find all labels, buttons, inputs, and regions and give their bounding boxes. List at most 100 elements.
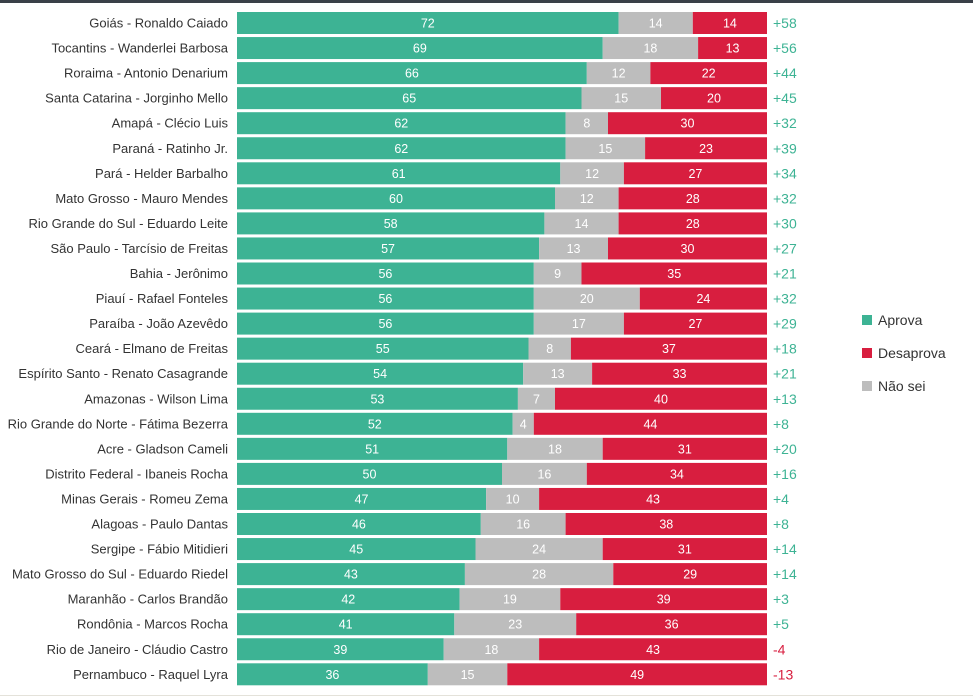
data-label-desaprova: 28 xyxy=(686,192,700,206)
bar-segment-desaprova xyxy=(576,613,767,636)
category-label: Rio Grande do Sul - Eduardo Leite xyxy=(29,216,228,231)
bar-segment-desaprova xyxy=(650,62,767,85)
data-label-aprova: 52 xyxy=(368,417,382,431)
category-label: Santa Catarina - Jorginho Mello xyxy=(45,91,228,106)
bar-segment-desaprova xyxy=(592,362,767,385)
bar-segment-nao-sei xyxy=(486,487,540,510)
bar-segment-desaprova xyxy=(692,12,767,34)
category-label: Rio Grande do Norte - Fátima Bezerra xyxy=(8,416,229,431)
bar-segment-nao-sei xyxy=(565,112,608,135)
data-label-aprova: 53 xyxy=(370,392,384,406)
bar-segment-nao-sei xyxy=(480,513,566,535)
data-label-nao-sei: 16 xyxy=(516,518,530,532)
data-label-desaprova: 31 xyxy=(678,442,692,456)
bar-row-roraima-antonio-denarium: Roraima - Antonio Denarium 66 12 22 +44 xyxy=(64,62,797,85)
data-label-aprova: 65 xyxy=(402,92,416,106)
data-label-nao-sei: 8 xyxy=(583,117,590,131)
net-approval-label: +21 xyxy=(773,266,797,282)
data-label-aprova: 56 xyxy=(378,317,392,331)
bar-segment-desaprova xyxy=(581,262,767,285)
data-label-aprova: 47 xyxy=(355,492,369,506)
net-approval-label: +20 xyxy=(773,441,797,457)
data-label-nao-sei: 13 xyxy=(567,242,581,256)
legend-item-aprova: Aprova xyxy=(862,303,946,336)
net-approval-label: +56 xyxy=(773,40,797,56)
bar-segment-nao-sei xyxy=(565,137,646,160)
bar-row-amazonas-wilson-lima: Amazonas - Wilson Lima 53 7 40 +13 xyxy=(84,387,797,410)
bar-segment-aprova xyxy=(237,137,566,160)
data-label-desaprova: 14 xyxy=(723,17,737,31)
data-label-nao-sei: 4 xyxy=(520,417,527,431)
data-label-aprova: 42 xyxy=(341,593,355,607)
data-label-nao-sei: 28 xyxy=(532,568,546,582)
net-approval-label: -13 xyxy=(773,666,793,682)
net-approval-label: +44 xyxy=(773,65,797,81)
data-label-nao-sei: 19 xyxy=(503,593,517,607)
category-label: Pernambuco - Raquel Lyra xyxy=(73,667,229,682)
bar-segment-desaprova xyxy=(565,513,767,535)
bar-segment-aprova xyxy=(237,588,460,611)
bar-segment-desaprova xyxy=(608,237,767,260)
bar-segment-desaprova xyxy=(618,187,767,210)
data-label-nao-sei: 24 xyxy=(532,543,546,557)
data-label-aprova: 58 xyxy=(384,217,398,231)
bar-segment-desaprova xyxy=(645,137,767,160)
bar-segment-aprova xyxy=(237,437,508,460)
legend-swatch-nao-sei xyxy=(862,380,872,391)
bar-segment-nao-sei xyxy=(586,62,651,85)
bar-segment-aprova xyxy=(237,62,587,85)
data-label-nao-sei: 9 xyxy=(554,267,561,281)
bar-segment-aprova xyxy=(237,162,561,185)
category-label: Tocantins - Wanderlei Barbosa xyxy=(51,41,228,56)
bar-row-alagoas-paulo-dantas: Alagoas - Paulo Dantas 46 16 38 +8 xyxy=(91,513,789,535)
data-label-nao-sei: 18 xyxy=(548,442,562,456)
bar-segment-desaprova xyxy=(602,538,767,561)
legend-label-desaprova: Desaprova xyxy=(878,344,946,361)
bottom-border xyxy=(0,695,973,696)
category-label: Bahia - Jerônimo xyxy=(130,266,228,281)
data-label-aprova: 46 xyxy=(352,518,366,532)
net-approval-label: +58 xyxy=(773,15,797,31)
category-label: Amapá - Clécio Luis xyxy=(112,116,229,131)
bar-row-acre-gladson-cameli: Acre - Gladson Cameli 51 18 31 +20 xyxy=(97,437,797,460)
bar-segment-desaprova xyxy=(639,287,767,310)
data-label-aprova: 54 xyxy=(373,367,387,381)
category-label: Paraíba - João Azevêdo xyxy=(89,316,228,331)
bar-segment-desaprova xyxy=(507,663,767,686)
category-label: Minas Gerais - Romeu Zema xyxy=(61,491,229,506)
data-label-aprova: 43 xyxy=(344,568,358,582)
bar-segment-nao-sei xyxy=(427,663,508,686)
data-label-desaprova: 44 xyxy=(643,417,657,431)
net-approval-label: +18 xyxy=(773,341,797,357)
bar-segment-aprova xyxy=(237,663,428,686)
data-label-aprova: 39 xyxy=(333,643,347,657)
data-label-aprova: 56 xyxy=(378,292,392,306)
net-approval-label: +30 xyxy=(773,215,797,231)
data-label-nao-sei: 15 xyxy=(598,142,612,156)
data-label-desaprova: 38 xyxy=(659,518,673,532)
bar-segment-nao-sei xyxy=(618,12,693,34)
bar-row-rio-grande-do-sul-eduardo-leite: Rio Grande do Sul - Eduardo Leite 58 14 28 +… xyxy=(29,212,797,235)
bar-segment-nao-sei xyxy=(517,387,555,410)
bar-row-minas-gerais-romeu-zema: Minas Gerais - Romeu Zema 47 10 43 +4 xyxy=(61,487,789,510)
net-approval-label: +14 xyxy=(773,541,797,557)
bar-segment-aprova xyxy=(237,87,582,110)
data-label-nao-sei: 14 xyxy=(649,17,663,31)
bar-row-rio-grande-do-norte-fatima-bezerra: Rio Grande do Norte - Fátima Bezerra 52 4 4… xyxy=(8,412,789,435)
data-label-aprova: 50 xyxy=(363,467,377,481)
bar-segment-nao-sei xyxy=(581,87,661,110)
data-label-aprova: 45 xyxy=(349,543,363,557)
net-approval-label: +8 xyxy=(773,416,789,432)
bar-segment-nao-sei xyxy=(502,462,587,485)
bar-segment-desaprova xyxy=(613,563,767,586)
bar-segment-desaprova xyxy=(555,387,767,410)
bar-segment-desaprova xyxy=(623,312,767,335)
bar-segment-nao-sei xyxy=(555,187,619,210)
bar-row-sergipe-fabio-mitidieri: Sergipe - Fábio Mitidieri 45 24 31 +14 xyxy=(91,538,797,561)
data-label-desaprova: 27 xyxy=(688,317,702,331)
net-approval-label: +32 xyxy=(773,190,797,206)
bar-segment-nao-sei xyxy=(528,337,571,360)
net-approval-label: +34 xyxy=(773,165,797,181)
bar-segment-nao-sei xyxy=(443,638,540,661)
data-label-desaprova: 27 xyxy=(688,167,702,181)
